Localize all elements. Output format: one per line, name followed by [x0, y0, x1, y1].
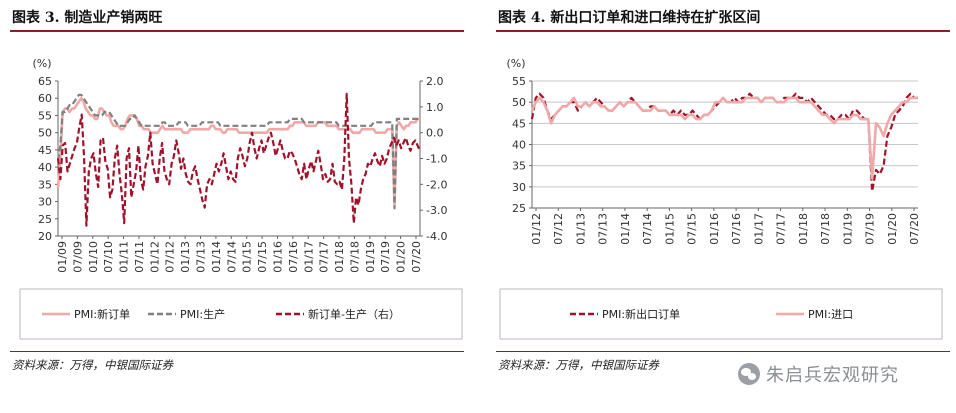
x-tick-label: 01/12	[148, 241, 161, 273]
x-tick-label: 01/18	[797, 213, 810, 245]
legend-frame	[499, 288, 943, 340]
x-tick-label: 07/18	[348, 241, 361, 273]
x-tick-label: 07/16	[730, 213, 743, 245]
bottom-rule	[10, 351, 464, 352]
x-tick-label: 07/13	[597, 213, 610, 245]
x-tick-label: 07/20	[908, 213, 921, 245]
chart-title: 图表 4. 新出口订单和进口维持在扩张区间	[498, 10, 761, 26]
y-tick-label: 30	[512, 181, 526, 194]
x-tick-label: 01/12	[530, 213, 543, 245]
x-tick-label: 07/10	[102, 241, 115, 273]
x-tick-label: 01/14	[210, 241, 223, 273]
y-tick-label: 30	[38, 196, 52, 209]
x-tick-label: 07/12	[552, 213, 565, 245]
y-tick-label: 40	[38, 161, 52, 174]
y2-tick-label: 2.0	[426, 75, 444, 88]
chart-left-svg: (%) 65 60 55 50 45 40 35 30 25 20 2.0 1.0 0.0 -1.0 -2.0…	[19, 57, 463, 340]
y-axis-unit: (%)	[506, 57, 525, 70]
x-tick-label: 01/11	[118, 241, 131, 273]
y-tick-label: 55	[512, 75, 526, 88]
chart-panel-left: 图表 3. 制造业产销两旺 (%) 65 60 55 50 45 40 35 30 25 20 2.0…	[0, 0, 470, 413]
watermark: 朱启兵宏观研究	[738, 359, 899, 389]
x-tick-label: 07/14	[641, 213, 654, 245]
y-tick-label: 50	[512, 96, 526, 109]
x-tick-label: 07/19	[864, 213, 877, 245]
title-rule	[496, 30, 950, 32]
x-tick-label: 01/19	[841, 213, 854, 245]
x-tick-label: 01/20	[886, 213, 899, 245]
chart-right-svg: (%) 55 50 45 40 35 30 25 01/12 07/12 01/13 07/13 01/…	[499, 57, 943, 340]
chart-panel-right: 图表 4. 新出口订单和进口维持在扩张区间 (%) 55 50 45 40 35 30 25 0…	[486, 0, 956, 413]
y-tick-label: 35	[38, 178, 52, 191]
legend-label: PMI:生产	[180, 307, 225, 321]
x-tick-label: 07/17	[318, 241, 331, 273]
x-tick-label: 01/13	[179, 241, 192, 273]
x-tick-label: 01/15	[663, 213, 676, 245]
x-tick-label: 01/13	[574, 213, 587, 245]
y-tick-label: 40	[512, 139, 526, 152]
y-tick-label: 25	[38, 213, 52, 226]
legend-label: 新订单-生产（右）	[308, 307, 400, 321]
x-tick-label: 07/11	[133, 241, 146, 273]
x-tick-label: 01/16	[708, 213, 721, 245]
x-tick-label: 07/20	[410, 241, 423, 273]
x-tick-label: 07/09	[71, 241, 84, 273]
y2-tick-label: 1.0	[426, 101, 444, 114]
x-tick-label: 01/19	[364, 241, 377, 273]
x-tick-label: 07/17	[775, 213, 788, 245]
x-tick-label: 07/13	[195, 241, 208, 273]
y-tick-label: 35	[512, 160, 526, 173]
y-tick-label: 25	[512, 202, 526, 215]
x-tick-label: 01/16	[271, 241, 284, 273]
y-tick-label: 55	[38, 109, 52, 122]
source-note: 资料来源：万得，中银国际证券	[498, 358, 659, 372]
y2-tick-label: 0.0	[426, 127, 444, 140]
x-tick-label: 01/14	[619, 213, 632, 245]
x-tick-label: 07/15	[686, 213, 699, 245]
x-tick-label: 07/19	[379, 241, 392, 273]
x-tick-label: 07/18	[819, 213, 832, 245]
series-line	[530, 96, 918, 180]
x-tick-label: 07/15	[256, 241, 269, 273]
y-axis-unit: (%)	[32, 57, 51, 70]
y2-tick-label: -4.0	[426, 230, 447, 243]
y-tick-label: 45	[38, 144, 52, 157]
wechat-icon	[738, 363, 760, 385]
title-rule	[10, 30, 464, 32]
x-tick-label: 01/18	[333, 241, 346, 273]
y-tick-label: 50	[38, 127, 52, 140]
source-note: 资料来源：万得，中银国际证券	[12, 358, 173, 372]
x-tick-label: 01/10	[87, 241, 100, 273]
y2-tick-label: -1.0	[426, 153, 447, 166]
x-tick-label: 07/16	[287, 241, 300, 273]
legend-frame	[19, 288, 463, 340]
series-line	[56, 92, 421, 227]
x-tick-label: 01/20	[395, 241, 408, 273]
x-tick-label: 01/17	[752, 213, 765, 245]
legend-label: PMI:新订单	[74, 307, 130, 321]
x-tick-label: 01/09	[56, 241, 69, 273]
y-tick-label: 20	[38, 230, 52, 243]
x-tick-label: 07/12	[164, 241, 177, 273]
legend-label: PMI:进口	[808, 308, 853, 321]
y-tick-label: 60	[38, 92, 52, 105]
legend-label: PMI:新出口订单	[602, 307, 680, 321]
series-line	[56, 96, 420, 207]
watermark-text: 朱启兵宏观研究	[766, 365, 899, 386]
series-line	[530, 92, 918, 193]
x-tick-label: 01/15	[241, 241, 254, 273]
x-tick-label: 01/17	[302, 241, 315, 273]
x-tick-label: 07/14	[225, 241, 238, 273]
y-tick-label: 65	[38, 75, 52, 88]
y-tick-label: 45	[512, 117, 526, 130]
y2-tick-label: -2.0	[426, 178, 447, 191]
chart-title: 图表 3. 制造业产销两旺	[12, 10, 163, 26]
bottom-rule	[496, 351, 950, 352]
y2-tick-label: -3.0	[426, 204, 447, 217]
